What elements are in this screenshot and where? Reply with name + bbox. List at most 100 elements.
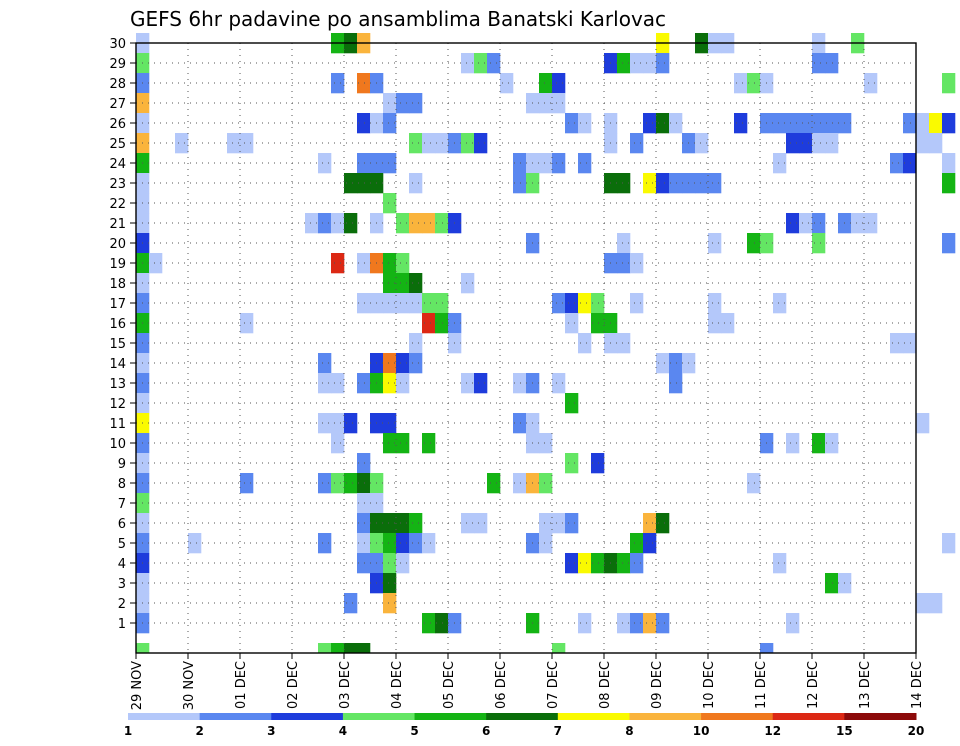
precip-cell <box>513 173 527 194</box>
precip-cell <box>383 273 397 294</box>
precip-cell <box>240 313 254 334</box>
precip-cell <box>695 133 709 154</box>
precip-cell <box>357 373 371 394</box>
precip-cell <box>357 453 371 474</box>
precip-cell <box>344 593 358 614</box>
precip-cell <box>396 533 410 554</box>
precip-cell <box>383 353 397 374</box>
precip-cell <box>565 453 579 474</box>
precip-cell <box>799 113 813 134</box>
precip-cell <box>474 53 488 74</box>
precip-cell <box>409 93 423 114</box>
precip-cell <box>734 73 748 94</box>
precip-cell <box>318 153 332 174</box>
precip-cell <box>552 373 566 394</box>
cells-layer <box>136 33 956 654</box>
precip-cell <box>383 253 397 274</box>
precip-cell <box>435 293 449 314</box>
precip-cell <box>344 213 358 234</box>
precip-cell <box>383 573 397 594</box>
precip-cell <box>942 113 956 134</box>
legend-label: 1 <box>124 724 132 738</box>
precip-cell <box>409 353 423 374</box>
precip-cell <box>422 533 436 554</box>
y-tick-label: 9 <box>118 457 126 472</box>
legend-swatch <box>557 713 630 720</box>
precip-cell <box>929 113 943 134</box>
precip-cell <box>357 73 371 94</box>
legend-swatch <box>128 713 201 720</box>
y-tick-label: 16 <box>109 317 126 332</box>
precip-cell <box>149 253 163 274</box>
precip-cell <box>474 513 488 534</box>
y-tick-label: 4 <box>118 557 126 572</box>
precip-cell <box>227 133 241 154</box>
precip-cell <box>383 513 397 534</box>
precip-cell <box>318 413 332 434</box>
precip-cell <box>747 233 761 254</box>
precip-cell <box>864 213 878 234</box>
precip-cell <box>344 413 358 434</box>
precip-cell <box>357 493 371 514</box>
y-tick-label: 10 <box>109 437 126 452</box>
precip-cell <box>435 613 449 634</box>
y-tick-label: 22 <box>109 197 126 212</box>
precip-cell <box>591 293 605 314</box>
precip-cell <box>864 73 878 94</box>
legend: 1 2 3 4 5 6 7 8 10 12 15 20 <box>124 713 924 738</box>
y-tick-label: 2 <box>118 597 126 612</box>
precip-cell <box>422 133 436 154</box>
legend-label: 2 <box>195 724 203 738</box>
x-tick-label: 12 DEC <box>806 661 821 709</box>
y-tick-label: 29 <box>109 57 126 72</box>
precip-cell <box>656 353 670 374</box>
precip-cell <box>643 53 657 74</box>
precip-cell <box>383 433 397 454</box>
precip-cell <box>396 293 410 314</box>
precip-cell <box>552 73 566 94</box>
precip-cell <box>617 233 631 254</box>
precip-cell <box>344 173 358 194</box>
precip-cell <box>942 233 956 254</box>
precip-cell <box>812 133 826 154</box>
precip-cell <box>474 373 488 394</box>
precip-cell <box>383 293 397 314</box>
legend-swatch <box>271 713 344 720</box>
precip-cell <box>708 293 722 314</box>
precip-cell <box>435 133 449 154</box>
precip-cell <box>747 473 761 494</box>
precip-cell <box>942 173 956 194</box>
precip-cell <box>357 153 371 174</box>
precip-cell <box>669 113 683 134</box>
x-tick-label: 04 DEC <box>390 661 405 709</box>
legend-swatch <box>199 713 272 720</box>
precip-cell <box>435 213 449 234</box>
precip-cell <box>422 613 436 634</box>
precip-cell <box>760 643 774 654</box>
precip-cell <box>383 533 397 554</box>
y-tick-label: 30 <box>109 37 126 52</box>
precip-cell <box>773 293 787 314</box>
precip-cell <box>422 313 436 334</box>
precip-cell <box>903 153 917 174</box>
precip-cell <box>786 433 800 454</box>
precip-cell <box>513 413 527 434</box>
precip-cell <box>435 313 449 334</box>
precip-cell <box>656 113 670 134</box>
precip-cell <box>422 293 436 314</box>
precip-cell <box>578 113 592 134</box>
y-tick-label: 3 <box>118 577 126 592</box>
precip-cell <box>357 113 371 134</box>
x-tick-label: 05 DEC <box>442 661 457 709</box>
precip-cell <box>357 643 371 654</box>
legend-label: 4 <box>339 724 347 738</box>
y-axis: 1234567891011121314151617181920212223242… <box>109 37 136 632</box>
precip-cell <box>695 173 709 194</box>
precip-cell <box>916 413 930 434</box>
precip-cell <box>409 333 423 354</box>
y-tick-label: 5 <box>118 537 126 552</box>
legend-label: 10 <box>693 724 710 738</box>
precip-cell <box>318 473 332 494</box>
precip-cell <box>578 333 592 354</box>
precip-cell <box>357 513 371 534</box>
